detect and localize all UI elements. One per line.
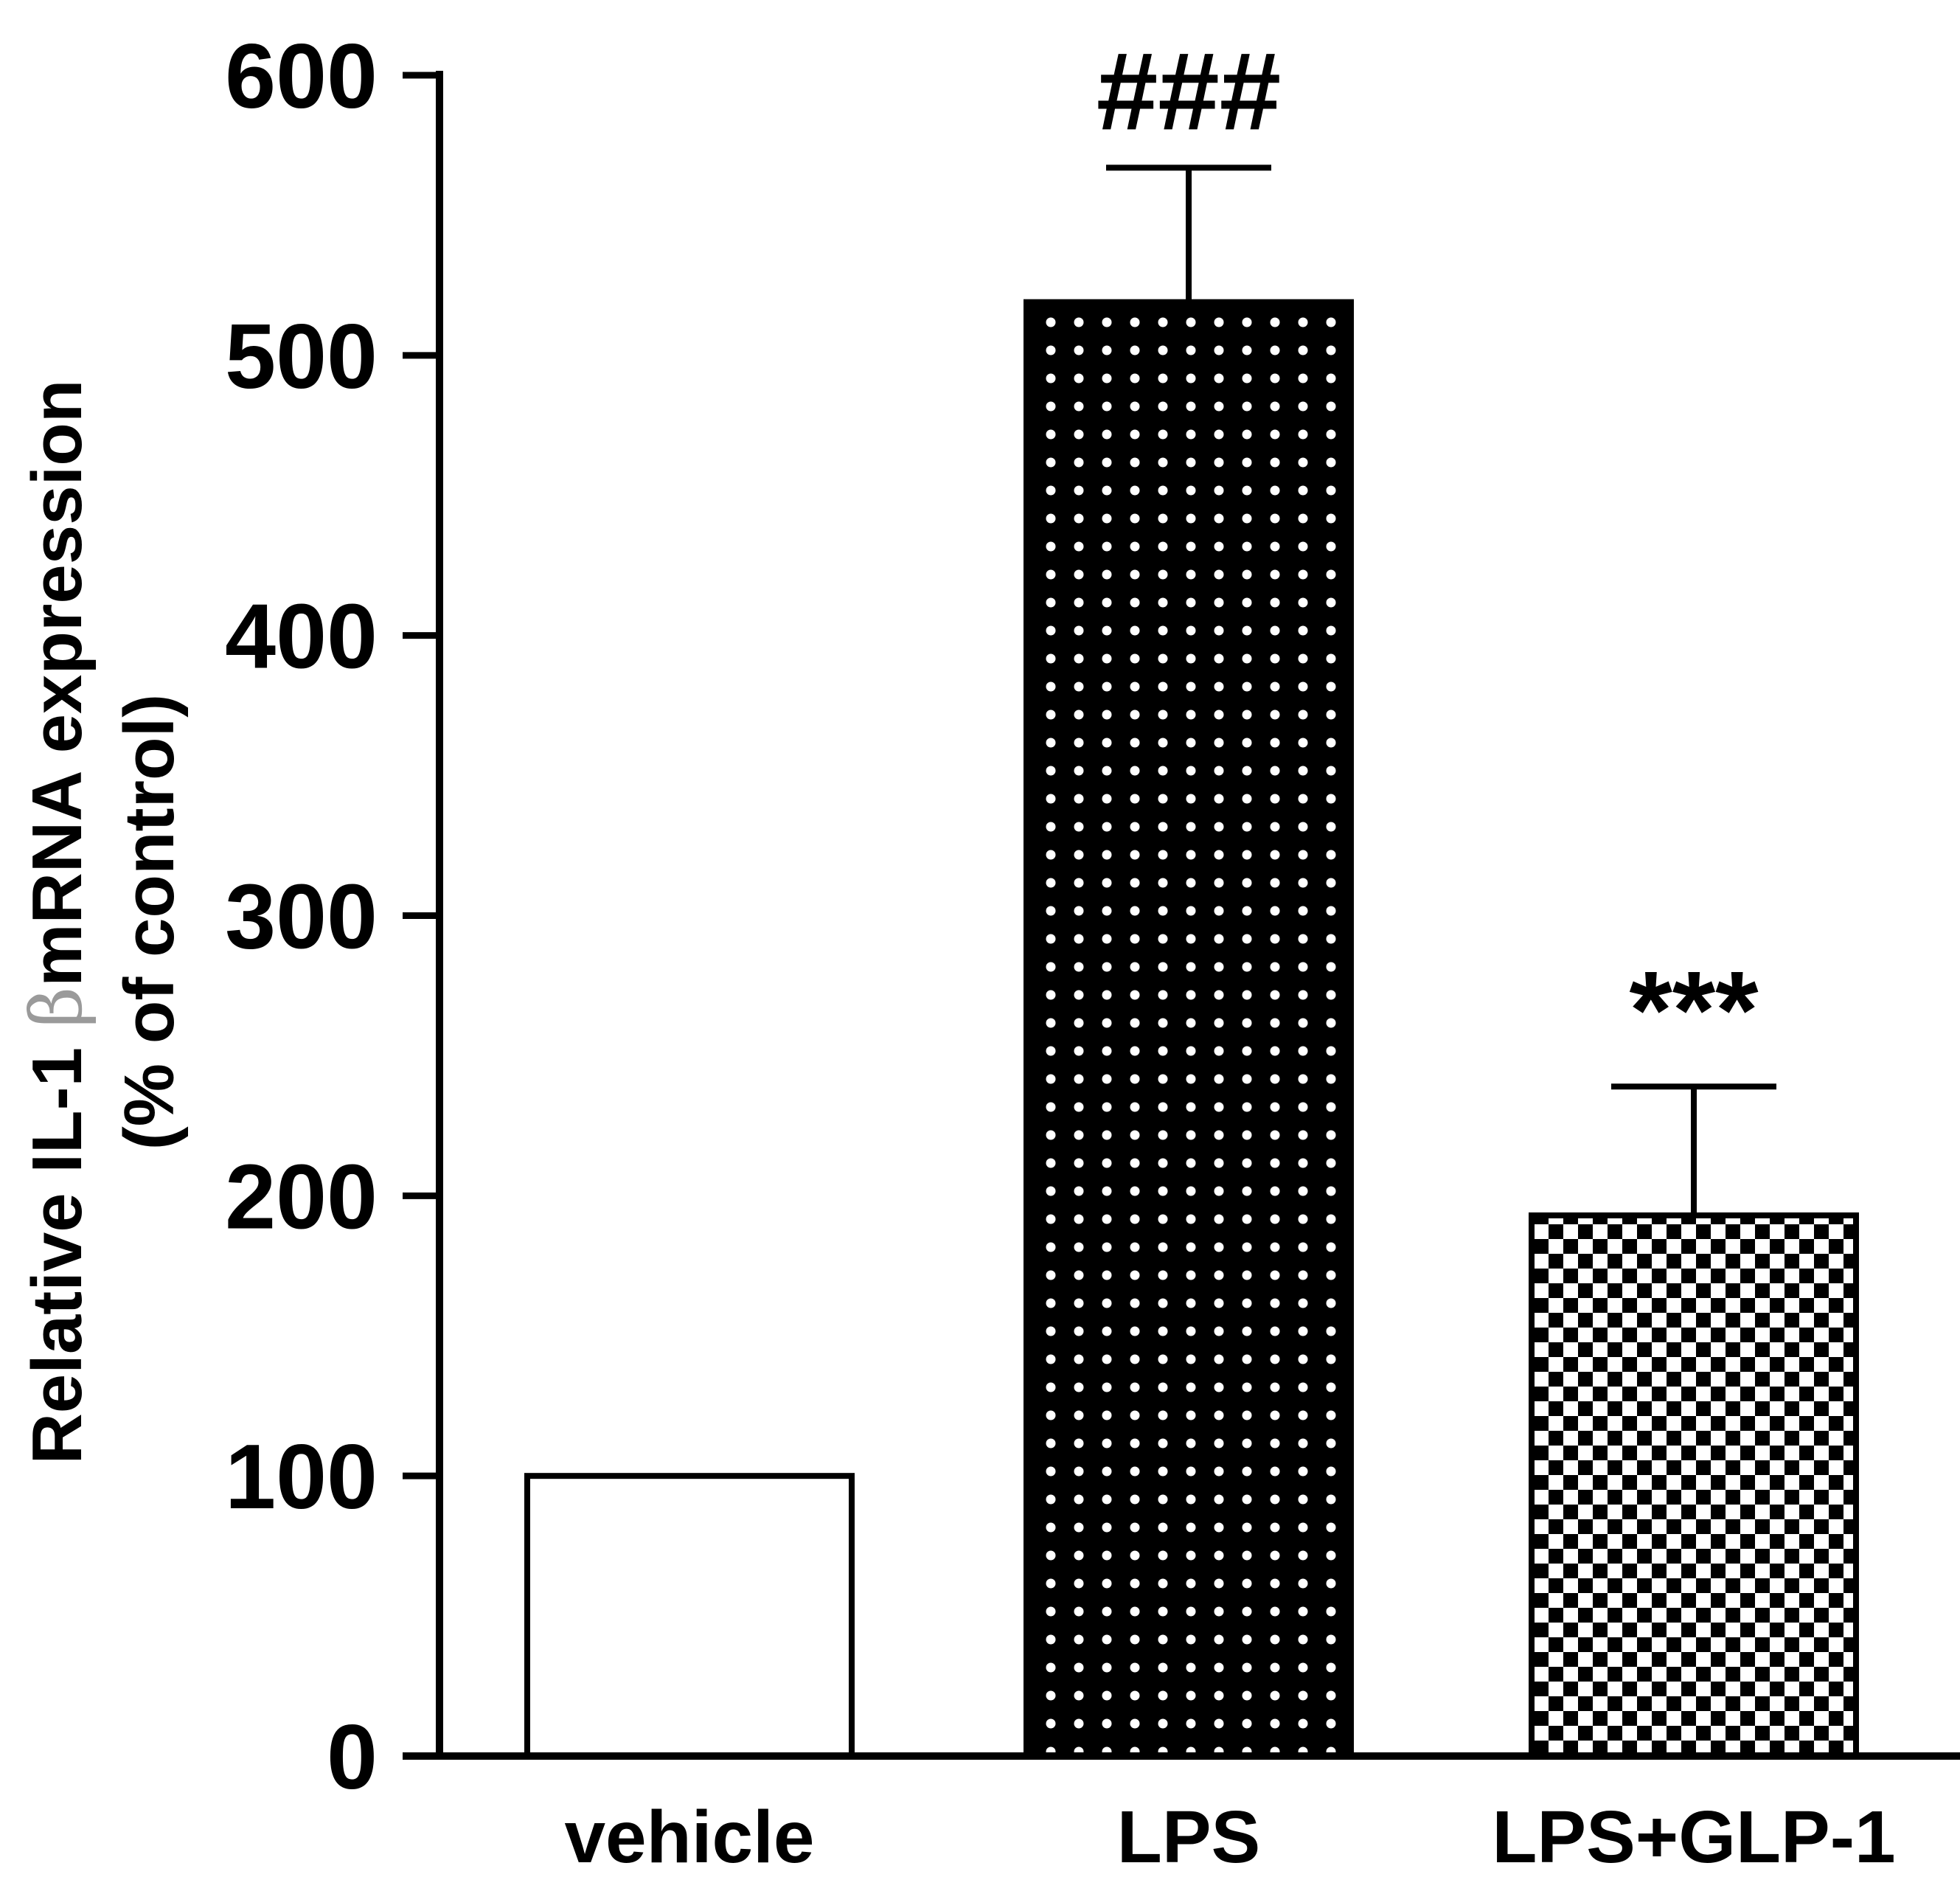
significance-annotations: ### *** <box>1097 29 1759 1072</box>
bar-vehicle <box>524 1473 855 1759</box>
error-bars <box>1106 164 1776 1215</box>
y-tick-label: 500 <box>225 306 378 408</box>
y-tick-label: 600 <box>225 26 378 128</box>
y-tick-label: 400 <box>225 586 378 688</box>
significance-label: *** <box>1629 948 1759 1072</box>
y-axis-title-line2: (% of control) <box>110 694 189 1151</box>
significance-label: ### <box>1097 29 1281 153</box>
y-tick-label: 0 <box>327 1707 378 1808</box>
y-axis-title-line1: Relative IL-1 βmRNA expression <box>15 379 98 1464</box>
y-tick-label: 100 <box>225 1426 378 1528</box>
x-category-label: vehicle <box>564 1796 814 1877</box>
x-category-label: LPS <box>1117 1796 1260 1877</box>
beta-symbol: β <box>15 987 98 1028</box>
y-axis-ticks: 0 100 200 300 400 500 600 <box>225 26 439 1808</box>
y-axis-title: Relative IL-1 βmRNA expression (% of con… <box>15 379 189 1464</box>
bar-lps-glp-1 <box>1529 1212 1859 1759</box>
bar-lps <box>1024 299 1354 1759</box>
x-axis-category-labels: vehicle LPS LPS+GLP-1 <box>564 1796 1895 1877</box>
x-category-label: LPS+GLP-1 <box>1492 1796 1895 1877</box>
y-tick-label: 200 <box>225 1146 378 1248</box>
y-tick-label: 300 <box>225 867 378 968</box>
bars <box>524 299 1859 1759</box>
